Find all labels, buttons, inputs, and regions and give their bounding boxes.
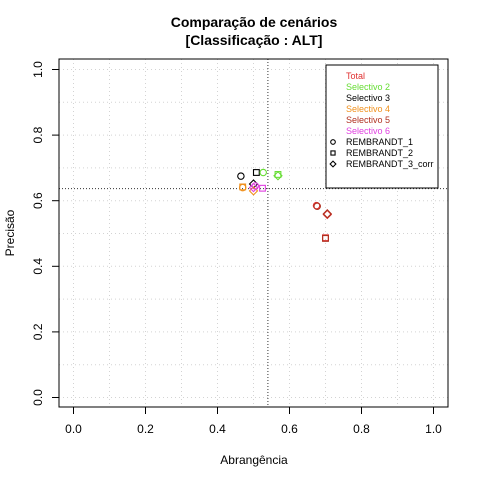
data-point bbox=[313, 202, 321, 211]
y-tick-label: 0.8 bbox=[31, 126, 45, 143]
chart-subtitle: [Classificação : ALT] bbox=[186, 32, 323, 48]
x-axis: 0.0 0.2 0.4 0.6 0.8 1.0 bbox=[65, 407, 442, 436]
x-axis-label: Abrangência bbox=[220, 453, 288, 467]
legend-box bbox=[325, 64, 439, 189]
reference-lines bbox=[59, 59, 448, 407]
data-point bbox=[322, 209, 333, 219]
data-point bbox=[252, 169, 260, 176]
x-tick-label: 0.4 bbox=[209, 422, 226, 436]
legend-entry: REMBRANDT_3_corr bbox=[346, 159, 434, 169]
legend-entry: Selectivo 4 bbox=[346, 104, 390, 114]
data-point bbox=[259, 168, 267, 177]
y-tick-label: 0.6 bbox=[31, 192, 45, 209]
legend-entry: Selectivo 6 bbox=[346, 126, 390, 136]
legend-entry: Total bbox=[346, 71, 365, 81]
legend-marker bbox=[330, 139, 336, 145]
x-tick-label: 0.6 bbox=[281, 422, 298, 436]
chart-title: Comparação de cenários bbox=[171, 14, 338, 30]
data-point bbox=[259, 184, 266, 192]
legend-entry: Selectivo 5 bbox=[346, 115, 390, 125]
data-point bbox=[248, 182, 259, 193]
y-tick-label: 0.4 bbox=[31, 258, 45, 275]
plot-frame bbox=[58, 58, 449, 408]
x-tick-label: 0.2 bbox=[137, 422, 154, 436]
data-points bbox=[237, 168, 333, 242]
y-tick-label: 1.0 bbox=[31, 61, 45, 78]
x-tick-label: 1.0 bbox=[425, 422, 442, 436]
legend-marker bbox=[330, 150, 336, 156]
data-point bbox=[322, 234, 329, 242]
y-tick-label: 0.0 bbox=[31, 389, 45, 406]
legend-entry: Selectivo 2 bbox=[346, 82, 390, 92]
data-point bbox=[273, 170, 283, 181]
y-tick-label: 0.2 bbox=[31, 323, 45, 340]
legend-entry: Selectivo 3 bbox=[346, 93, 390, 103]
x-tick-label: 0.0 bbox=[65, 422, 82, 436]
data-point bbox=[239, 183, 247, 191]
legend-entry: REMBRANDT_2 bbox=[346, 148, 413, 158]
y-axis: 0.0 0.2 0.4 0.6 0.8 1.0 bbox=[31, 61, 59, 406]
y-axis-label: Precisão bbox=[3, 209, 17, 256]
data-point bbox=[237, 172, 245, 180]
x-tick-label: 0.8 bbox=[353, 422, 370, 436]
legend-entry: REMBRANDT_1 bbox=[346, 137, 413, 147]
legend-marker bbox=[329, 160, 337, 168]
data-point bbox=[312, 201, 321, 210]
